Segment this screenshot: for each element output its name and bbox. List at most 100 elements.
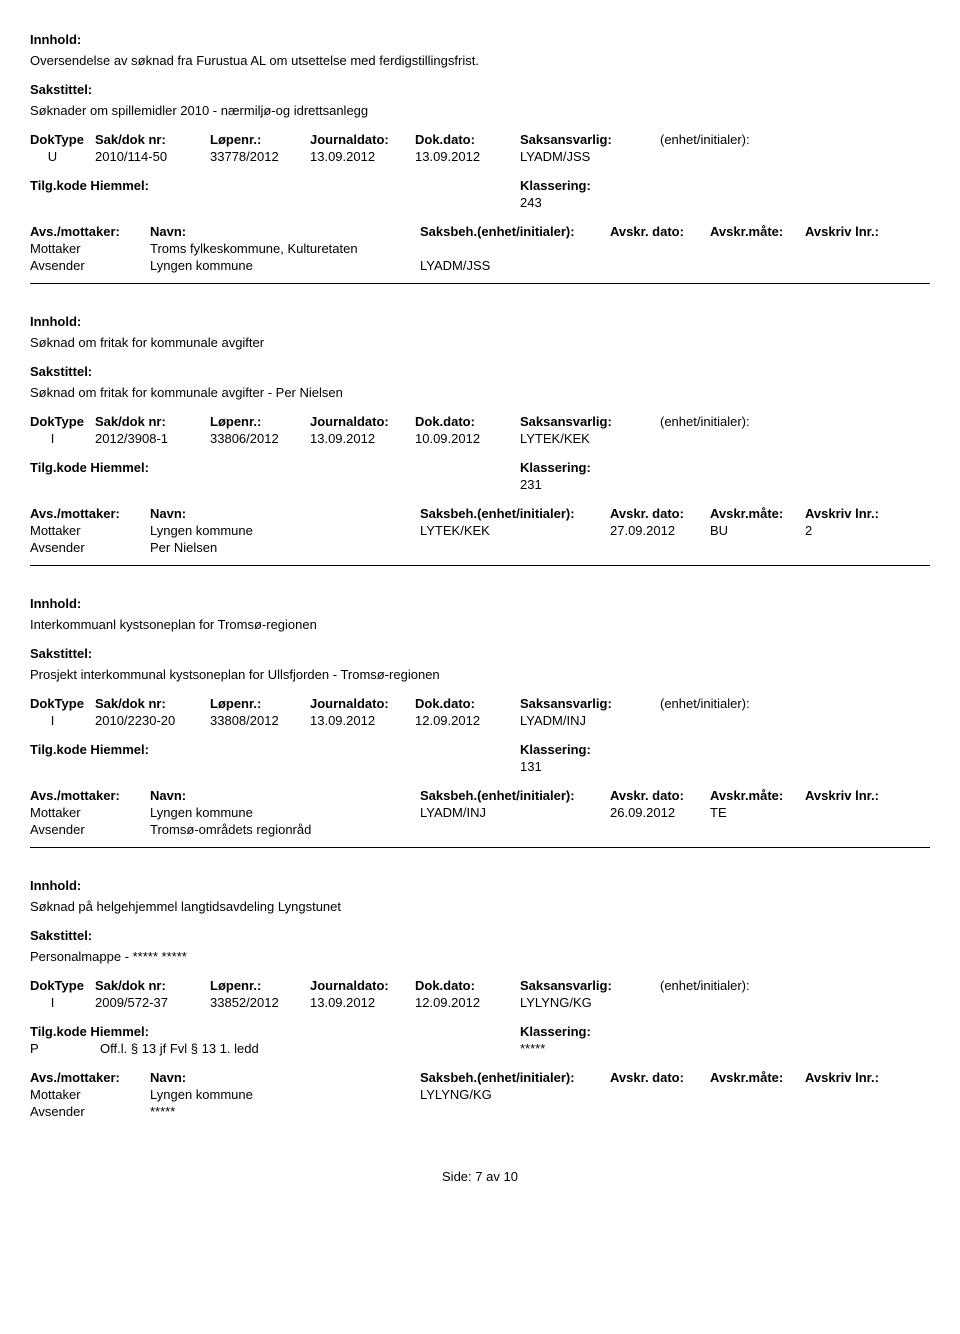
lopenr-label: Løpenr.: (210, 696, 310, 711)
saksansvarlig-label: Saksansvarlig: (520, 132, 660, 147)
journaldato-label: Journaldato: (310, 696, 415, 711)
sakstittel-value: Personalmappe - ***** ***** (30, 949, 930, 964)
journaldato-value: 13.09.2012 (310, 149, 415, 164)
party-row: AvsenderPer Nielsen (30, 540, 930, 555)
doktype-label: DokType (30, 414, 95, 429)
lopenr-value: 33806/2012 (210, 431, 310, 446)
innhold-label: Innhold: (30, 314, 930, 329)
lopenr-label: Løpenr.: (210, 414, 310, 429)
saksbeh-label: Saksbeh.(enhet/initialer): (420, 506, 610, 521)
enhet-value (660, 431, 800, 446)
tilgkode-hiemmel-label: Tilg.kode Hiemmel: (30, 742, 520, 757)
enhet-label: (enhet/initialer): (660, 696, 800, 711)
party-lnr (805, 805, 900, 820)
sakdok-label: Sak/dok nr: (95, 132, 210, 147)
sakstittel-label: Sakstittel: (30, 82, 930, 97)
avsmottaker-label: Avs./mottaker: (30, 506, 150, 521)
doktype-label: DokType (30, 132, 95, 147)
avsmottaker-label: Avs./mottaker: (30, 788, 150, 803)
innhold-value: Søknad på helgehjemmel langtidsavdeling … (30, 899, 930, 914)
party-dato (610, 822, 710, 837)
party-role: Mottaker (30, 805, 150, 820)
sakdok-value: 2012/3908-1 (95, 431, 210, 446)
klassering-label: Klassering: (520, 178, 591, 193)
doktype-value: I (30, 995, 95, 1010)
party-lnr: 2 (805, 523, 900, 538)
journal-record: Innhold:Oversendelse av søknad fra Furus… (30, 32, 930, 273)
party-row: MottakerLyngen kommuneLYADM/INJ26.09.201… (30, 805, 930, 820)
sakdok-value: 2010/114-50 (95, 149, 210, 164)
party-header-row: Avs./mottaker:Navn:Saksbeh.(enhet/initia… (30, 788, 930, 803)
dokdato-label: Dok.dato: (415, 978, 520, 993)
doktype-value: I (30, 713, 95, 728)
sakdok-label: Sak/dok nr: (95, 978, 210, 993)
page-footer: Side: 7 av 10 (30, 1169, 930, 1184)
avskrdato-label: Avskr. dato: (610, 788, 710, 803)
tilgkode-hiemmel-value (30, 195, 520, 210)
dokdato-value: 12.09.2012 (415, 713, 520, 728)
party-role: Avsender (30, 1104, 150, 1119)
meta-header-row: DokTypeSak/dok nr:Løpenr.:Journaldato:Do… (30, 978, 930, 993)
hiemmel-header-row: Tilg.kode Hiemmel:Klassering: (30, 460, 930, 475)
sakstittel-label: Sakstittel: (30, 646, 930, 661)
saksbeh-label: Saksbeh.(enhet/initialer): (420, 788, 610, 803)
saksansvarlig-value: LYADM/INJ (520, 713, 660, 728)
party-role: Mottaker (30, 523, 150, 538)
party-navn: ***** (150, 1104, 420, 1119)
records-container: Innhold: Oversendelse av søknad fra Furus… (30, 32, 930, 1119)
party-lnr (805, 258, 900, 273)
avskrivlnr-label: Avskriv lnr.: (805, 788, 900, 803)
navn-label: Navn: (150, 224, 420, 239)
party-saksbeh: LYADM/JSS (420, 258, 610, 273)
sakstittel-label: Sakstittel: (30, 928, 930, 943)
saksansvarlig-value: LYLYNG/KG (520, 995, 660, 1010)
lopenr-label: Løpenr.: (210, 978, 310, 993)
sakstittel-value: Søknader om spillemidler 2010 - nærmiljø… (30, 103, 930, 118)
journal-record: Innhold: Søknad på helgehjemmel langtidsa… (30, 847, 930, 1119)
hiemmel-value-row: 131 (30, 759, 930, 774)
journal-record: Innhold:Interkommuanl kystsoneplan for T… (30, 565, 930, 837)
saksbeh-label: Saksbeh.(enhet/initialer): (420, 1070, 610, 1085)
tilgkode-hiemmel-label: Tilg.kode Hiemmel: (30, 1024, 520, 1039)
party-navn: Lyngen kommune (150, 805, 420, 820)
party-header-row: Avs./mottaker:Navn:Saksbeh.(enhet/initia… (30, 1070, 930, 1085)
doktype-value: I (30, 431, 95, 446)
party-role: Mottaker (30, 241, 150, 256)
saksansvarlig-value: LYADM/JSS (520, 149, 660, 164)
party-lnr (805, 1087, 900, 1102)
party-saksbeh (420, 822, 610, 837)
innhold-label: Innhold: (30, 878, 930, 893)
dokdato-value: 10.09.2012 (415, 431, 520, 446)
party-row: MottakerTroms fylkeskommune, Kulturetate… (30, 241, 930, 256)
party-saksbeh: LYADM/INJ (420, 805, 610, 820)
innhold-value: Oversendelse av søknad fra Furustua AL o… (30, 53, 930, 68)
party-lnr (805, 822, 900, 837)
party-navn: Troms fylkeskommune, Kulturetaten (150, 241, 420, 256)
party-saksbeh: LYTEK/KEK (420, 523, 610, 538)
klassering-value: ***** (520, 1041, 545, 1056)
tilgkode-hiemmel-value: POff.l. § 13 jf Fvl § 13 1. ledd (30, 1041, 520, 1056)
saksansvarlig-label: Saksansvarlig: (520, 696, 660, 711)
lopenr-value: 33808/2012 (210, 713, 310, 728)
party-row: AvsenderLyngen kommuneLYADM/JSS (30, 258, 930, 273)
klassering-label: Klassering: (520, 460, 591, 475)
avskrmate-label: Avskr.måte: (710, 788, 805, 803)
innhold-value: Interkommuanl kystsoneplan for Tromsø-re… (30, 617, 930, 632)
party-dato: 27.09.2012 (610, 523, 710, 538)
enhet-label: (enhet/initialer): (660, 132, 800, 147)
klassering-label: Klassering: (520, 1024, 591, 1039)
saksansvarlig-label: Saksansvarlig: (520, 414, 660, 429)
tilgkode-hiemmel-value (30, 759, 520, 774)
sakdok-value: 2009/572-37 (95, 995, 210, 1010)
party-saksbeh (420, 540, 610, 555)
sakdok-value: 2010/2230-20 (95, 713, 210, 728)
meta-header-row: DokTypeSak/dok nr:Løpenr.:Journaldato:Do… (30, 414, 930, 429)
avskrmate-label: Avskr.måte: (710, 224, 805, 239)
avsmottaker-label: Avs./mottaker: (30, 224, 150, 239)
sakdok-label: Sak/dok nr: (95, 414, 210, 429)
avskrmate-label: Avskr.måte: (710, 1070, 805, 1085)
avskrdato-label: Avskr. dato: (610, 224, 710, 239)
avskrivlnr-label: Avskriv lnr.: (805, 224, 900, 239)
party-dato (610, 241, 710, 256)
party-dato: 26.09.2012 (610, 805, 710, 820)
